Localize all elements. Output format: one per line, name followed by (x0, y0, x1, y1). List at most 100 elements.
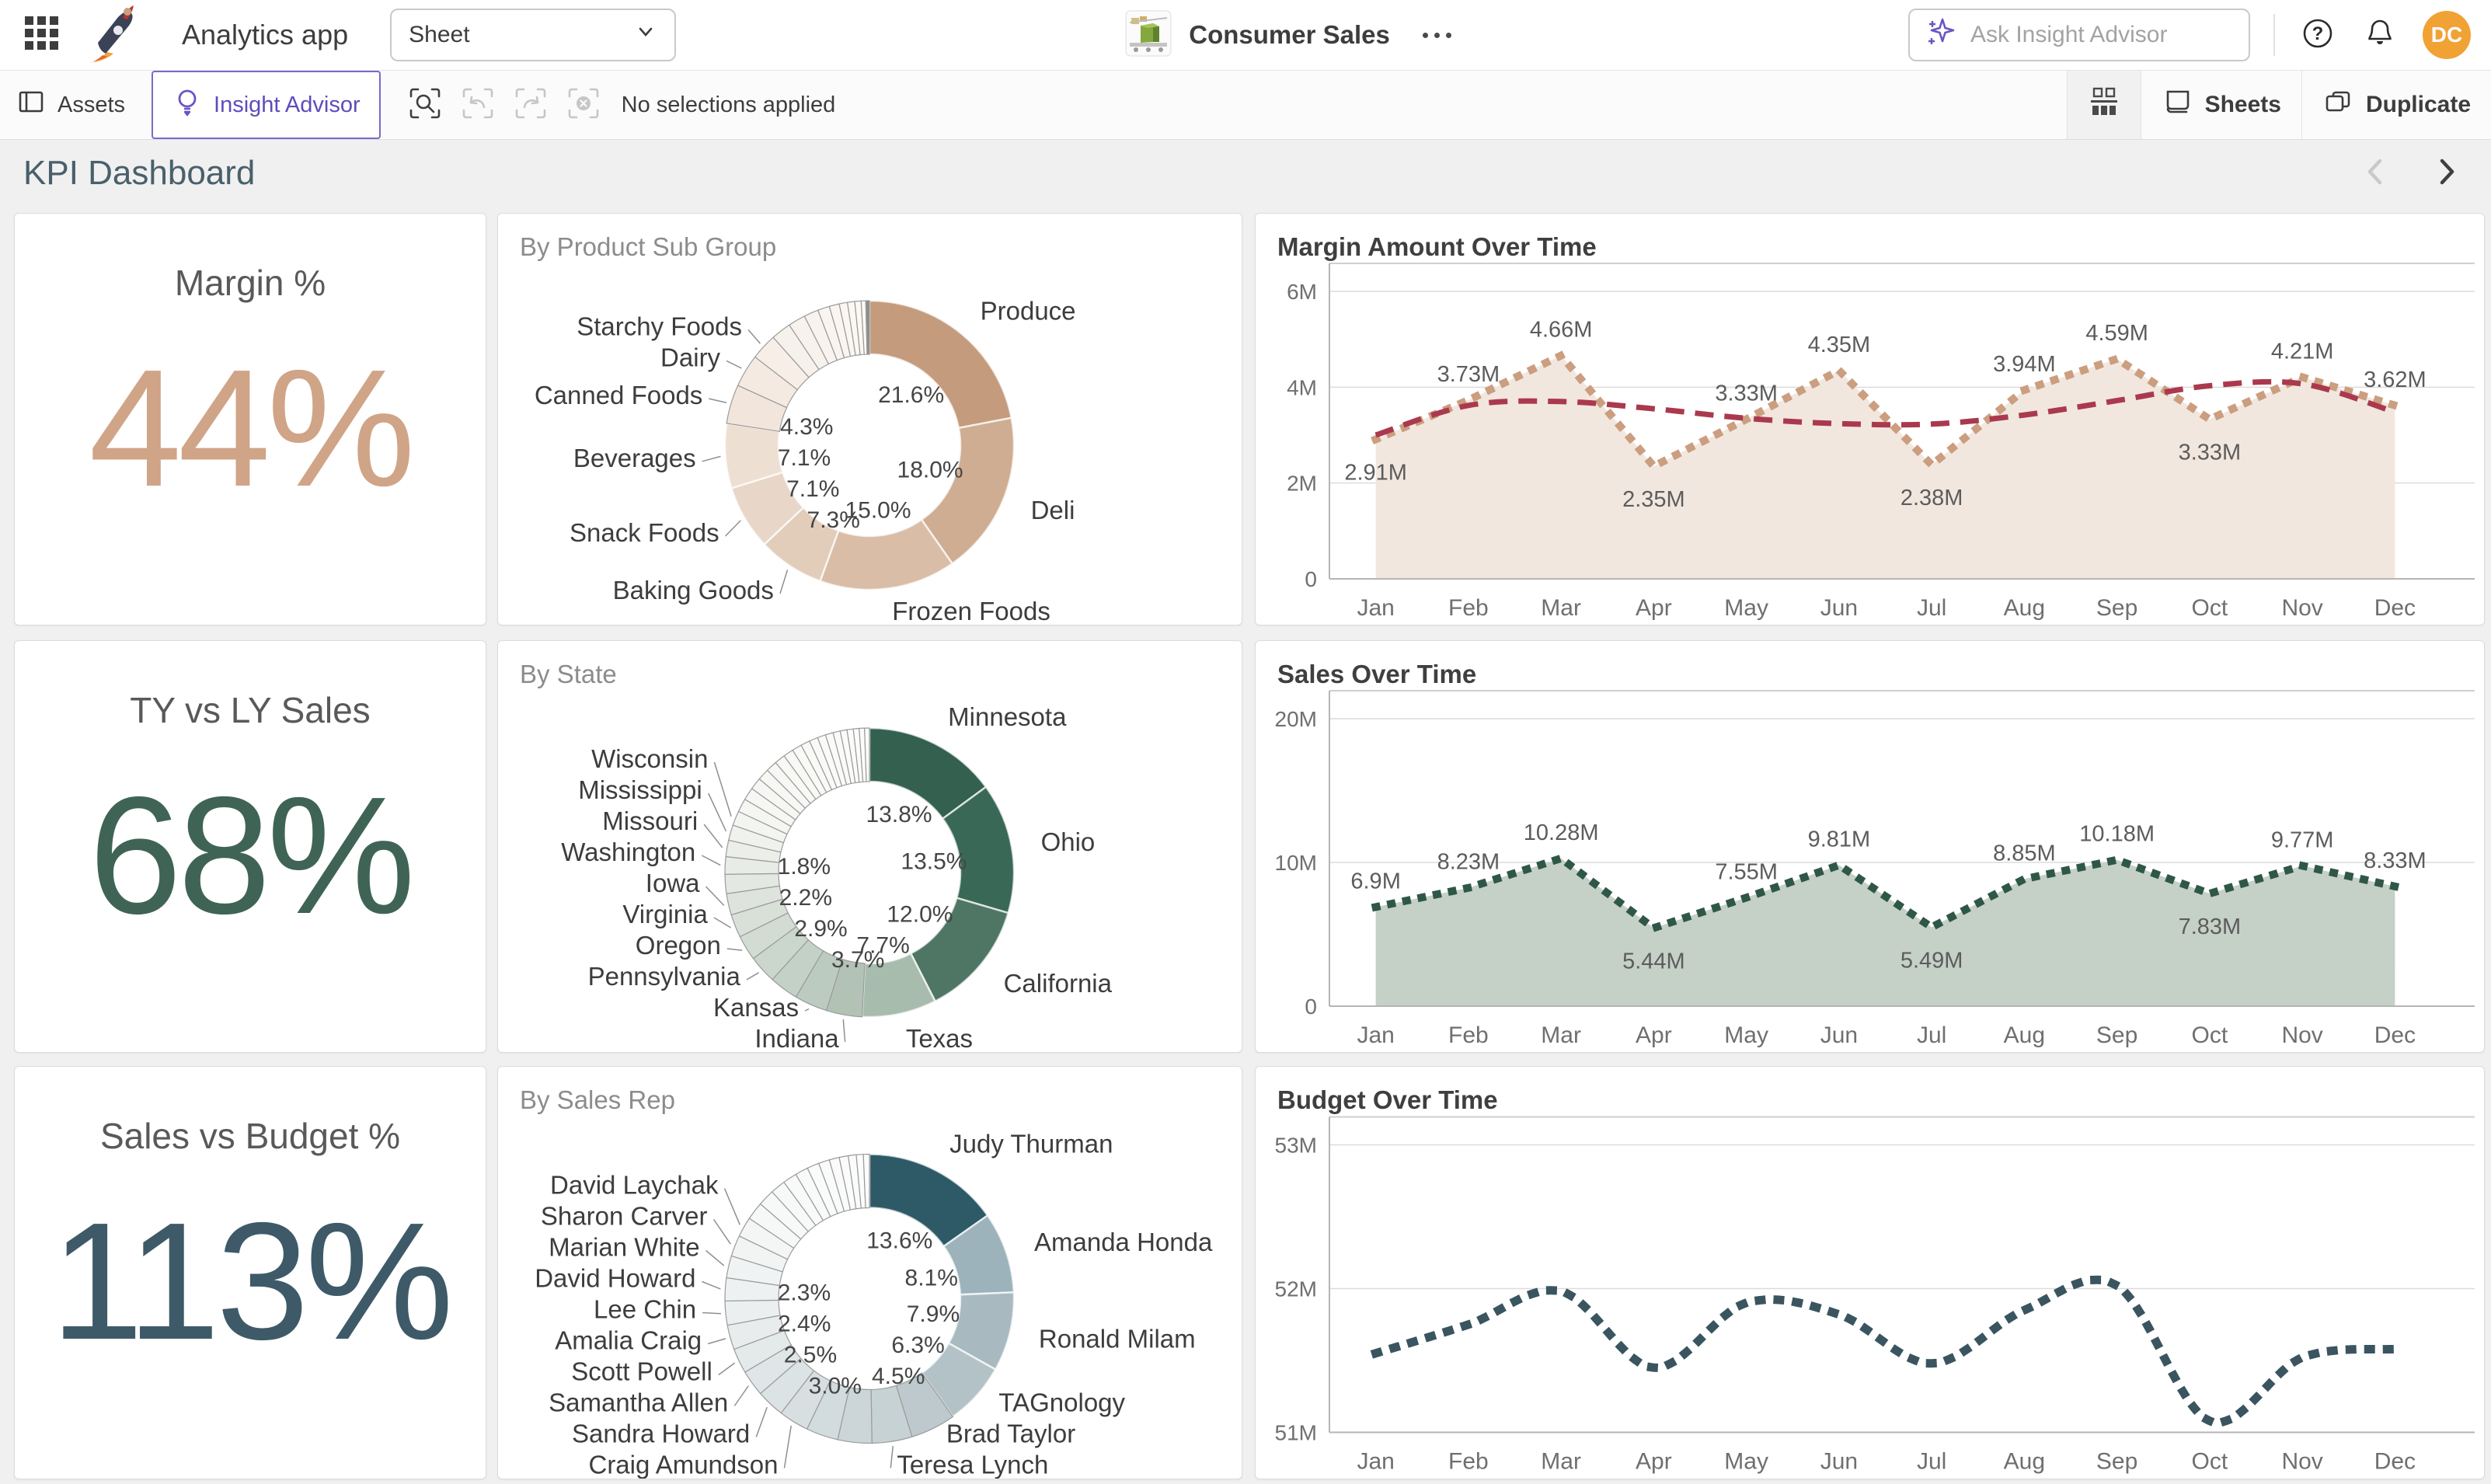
svg-text:53M: 53M (1275, 1134, 1317, 1158)
app-title: Analytics app (182, 19, 349, 51)
svg-text:15.0%: 15.0% (845, 498, 911, 524)
svg-text:7.7%: 7.7% (856, 933, 909, 959)
kpi-title: Margin % (174, 263, 326, 303)
kpi-ty-vs-ly-sales[interactable]: TY vs LY Sales 68% (14, 640, 486, 1053)
previous-sheet-icon[interactable] (2354, 150, 2398, 197)
svg-text:8.33M: 8.33M (2364, 848, 2427, 873)
clear-selections-icon[interactable] (566, 85, 601, 125)
help-icon[interactable]: ? (2298, 14, 2337, 57)
assets-button[interactable]: Assets (0, 71, 141, 139)
svg-text:Sep: Sep (2096, 595, 2137, 621)
app-logo[interactable] (84, 1, 149, 70)
svg-text:4.59M: 4.59M (2085, 321, 2148, 346)
sheet-selector-dropdown[interactable]: Sheet (390, 9, 677, 61)
sheet-icon (2162, 85, 2194, 124)
svg-text:Amanda Honda: Amanda Honda (1034, 1228, 1213, 1256)
svg-text:Iowa: Iowa (646, 869, 700, 897)
svg-text:Wisconsin: Wisconsin (591, 744, 708, 773)
donut-product-subgroup-chart[interactable]: 21.6% 18.0% 15.0% 4.3% 7.1% 7.1% 7.3% Produce De… (498, 214, 1242, 625)
assets-label: Assets (57, 92, 126, 117)
sheets-button[interactable]: Sheets (2140, 71, 2301, 139)
svg-text:Nov: Nov (2281, 1449, 2322, 1475)
svg-text:Brad Taylor: Brad Taylor (946, 1420, 1075, 1448)
selections-status-text: No selections applied (621, 92, 836, 117)
svg-text:0: 0 (1305, 995, 1317, 1019)
notifications-bell-icon[interactable] (2360, 14, 2399, 57)
svg-text:Dairy: Dairy (660, 343, 721, 371)
svg-text:May: May (1724, 595, 1768, 621)
user-avatar[interactable]: DC (2423, 11, 2471, 59)
svg-text:10M: 10M (1275, 851, 1317, 875)
svg-text:Mississippi: Mississippi (578, 775, 702, 804)
svg-text:Sep: Sep (2096, 1449, 2137, 1475)
more-menu-icon[interactable] (1415, 25, 1459, 46)
svg-text:2.5%: 2.5% (784, 1343, 837, 1368)
svg-text:3.33M: 3.33M (2179, 441, 2242, 465)
svg-text:3.62M: 3.62M (2364, 368, 2427, 392)
svg-text:?: ? (2312, 23, 2324, 44)
donut-sales-rep-chart[interactable]: 13.6% 8.1% 7.9% 6.3% 4.5% 2.3% 2.4% 2.5% 3.0% Jud… (498, 1067, 1242, 1479)
donut-state-chart[interactable]: 13.8% 13.5% 12.0% 7.7% 1.8% 2.2% 2.9% 3.7% Minne… (498, 641, 1242, 1052)
svg-text:6.3%: 6.3% (891, 1332, 944, 1358)
svg-text:Dec: Dec (2374, 1449, 2416, 1475)
svg-text:18.0%: 18.0% (897, 458, 963, 483)
budget-over-time-chart[interactable]: 51M 52M 53M Jan Feb Mar Apr May Jun Jul Aug Sep Oct N… (1256, 1067, 2484, 1479)
svg-text:8.85M: 8.85M (1993, 841, 2056, 866)
svg-text:10.28M: 10.28M (1524, 820, 1599, 845)
redo-selection-icon[interactable] (513, 85, 549, 125)
svg-text:Aug: Aug (2004, 1449, 2045, 1475)
next-sheet-icon[interactable] (2424, 150, 2468, 197)
svg-text:California: California (1004, 969, 1113, 998)
svg-text:2.3%: 2.3% (778, 1280, 831, 1306)
svg-text:3.33M: 3.33M (1715, 381, 1778, 406)
budget-over-time-card: Budget Over Time 51M 52M 53M Jan Feb Mar Apr Ma… (1255, 1066, 2485, 1479)
top-header: Analytics app Sheet Consumer Sales (0, 0, 2491, 71)
svg-text:Jun: Jun (1820, 1022, 1858, 1048)
sparkle-icon (1925, 16, 1956, 54)
kpi-sales-vs-budget[interactable]: Sales vs Budget % 113% (14, 1066, 486, 1479)
svg-text:7.1%: 7.1% (778, 445, 831, 471)
svg-text:3.7%: 3.7% (831, 947, 884, 973)
layout-grid-icon (2088, 85, 2120, 124)
svg-text:Washington: Washington (561, 838, 695, 866)
svg-text:Judy Thurman: Judy Thurman (949, 1130, 1113, 1158)
margin-over-time-card: Margin Amount Over Time 0 2M 4M 6M Jan Feb Mar… (1255, 213, 2485, 625)
sheet-layout-button[interactable] (2066, 71, 2141, 139)
svg-text:Jul: Jul (1917, 1022, 1946, 1048)
svg-text:Dec: Dec (2374, 595, 2416, 621)
sales-over-time-chart[interactable]: 0 10M 20M Jan Feb Mar Apr May Jun Jul Aug Sep Oct Nov… (1256, 641, 2484, 1052)
chart-title: Margin Amount Over Time (1277, 232, 1597, 261)
svg-text:Beverages: Beverages (573, 444, 696, 472)
insight-advisor-button[interactable]: Insight Advisor (152, 71, 381, 139)
svg-text:Deli: Deli (1031, 496, 1075, 524)
app-launcher-icon[interactable] (22, 13, 62, 57)
search-placeholder: Ask Insight Advisor (1970, 22, 2168, 47)
svg-text:Oct: Oct (2192, 1449, 2228, 1475)
svg-text:Jan: Jan (1357, 1022, 1394, 1048)
undo-selection-icon[interactable] (460, 85, 496, 125)
svg-text:8.1%: 8.1% (905, 1265, 958, 1291)
svg-text:Baking Goods: Baking Goods (613, 576, 774, 604)
svg-text:Nov: Nov (2281, 1022, 2322, 1048)
svg-text:2.35M: 2.35M (1622, 487, 1685, 512)
kpi-value: 113% (51, 1187, 454, 1374)
current-app-name[interactable]: Consumer Sales (1189, 20, 1390, 49)
kpi-title: TY vs LY Sales (130, 690, 371, 730)
kpi-margin-pct[interactable]: Margin % 44% (14, 213, 486, 625)
svg-text:Sep: Sep (2096, 1022, 2137, 1048)
svg-text:Pennsylvania: Pennsylvania (588, 962, 741, 991)
svg-text:Teresa Lynch: Teresa Lynch (897, 1451, 1048, 1479)
svg-text:7.9%: 7.9% (907, 1301, 960, 1327)
margin-over-time-chart[interactable]: 0 2M 4M 6M Jan Feb Mar Apr May Jun Jul Aug Sep Oct Nov… (1256, 214, 2484, 625)
svg-text:9.81M: 9.81M (1808, 827, 1871, 852)
svg-text:David Laychak: David Laychak (550, 1171, 719, 1200)
insight-advisor-label: Insight Advisor (214, 92, 361, 117)
insight-advisor-search-input[interactable]: Ask Insight Advisor (1908, 9, 2250, 61)
duplicate-button[interactable]: Duplicate (2301, 71, 2491, 139)
donut-state-card: By State 13.8% 13.5% 12.0% 7.7% 1.8% 2.2% 2.9%… (497, 640, 1242, 1053)
page-title: KPI Dashboard (23, 154, 256, 192)
search-selections-icon[interactable] (407, 85, 443, 125)
svg-text:Apr: Apr (1636, 1449, 1672, 1475)
svg-text:May: May (1724, 1449, 1768, 1475)
svg-text:51M: 51M (1275, 1421, 1317, 1445)
